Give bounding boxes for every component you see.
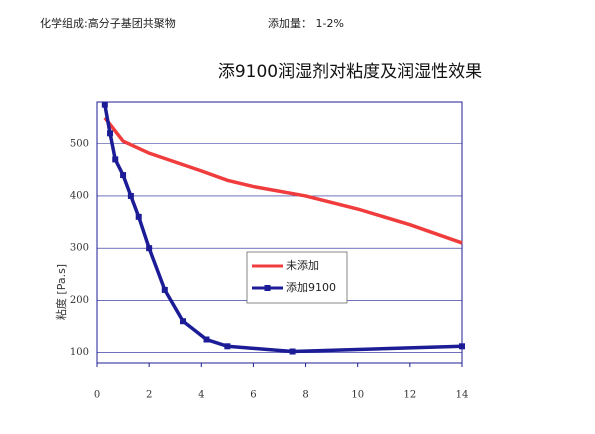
series-line: [103, 116, 463, 245]
legend-label: 未添加: [286, 258, 319, 272]
point: [289, 348, 296, 355]
point: [120, 172, 127, 179]
point: [146, 245, 153, 252]
x-tick-label: 14: [456, 390, 469, 401]
point: [203, 336, 210, 343]
y-tick-label: 200: [70, 295, 89, 306]
header-dosage: 添加量： 1-2%: [268, 16, 344, 30]
point: [112, 156, 119, 163]
legend-marker: [264, 285, 271, 291]
point: [161, 286, 168, 293]
x-tick-label: 4: [198, 390, 204, 401]
x-tick-label: 10: [351, 390, 364, 401]
chart-title: 添9100润湿剂对粘度及润湿性效果: [218, 62, 482, 82]
point: [127, 192, 134, 199]
y-tick-label: 400: [70, 190, 89, 201]
point: [107, 130, 114, 137]
point: [459, 343, 465, 350]
x-tick-label: 0: [94, 390, 100, 401]
point: [180, 318, 187, 325]
x-tick-label: 2: [146, 390, 152, 401]
x-tick-label: 12: [403, 390, 416, 401]
x-tick-label: 8: [302, 390, 308, 401]
series-line: [103, 104, 463, 354]
legend-box: [246, 251, 348, 304]
y-tick-label: 500: [70, 138, 89, 149]
point: [135, 213, 142, 220]
plot-frame: [96, 101, 463, 364]
header-composition: 化学组成:高分子基团共聚物: [40, 16, 176, 30]
y-tick-label: 300: [70, 243, 89, 254]
point: [224, 343, 231, 350]
legend-label: 添加9100: [286, 280, 336, 294]
y-tick-label: 100: [70, 347, 89, 358]
y-axis-label: 粘度 [Pa.s]: [54, 264, 68, 320]
point: [101, 101, 108, 108]
x-tick-label: 6: [250, 390, 256, 401]
